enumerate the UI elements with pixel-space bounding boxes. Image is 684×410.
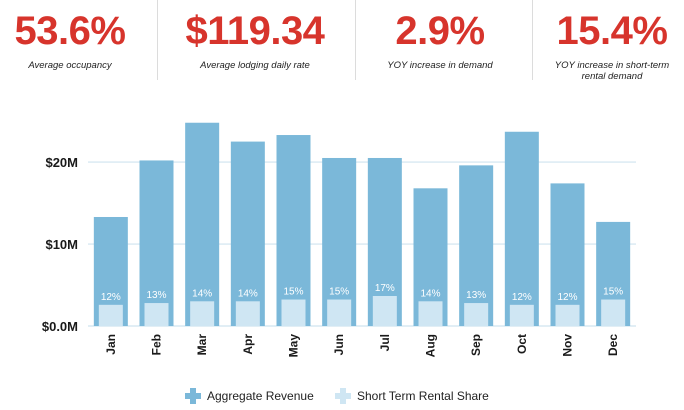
share-data-label: 14%	[420, 288, 440, 299]
revenue-chart: $0.0M $10M $20M 12% Jan 13% Feb 14% Mar 14% Apr 15%…	[42, 122, 636, 358]
x-tick-label: Dec	[606, 334, 620, 356]
x-tick-label: May	[287, 334, 301, 358]
revenue-bar	[230, 141, 265, 326]
share-data-label: 14%	[238, 288, 258, 299]
share-bar	[235, 301, 260, 326]
revenue-bar	[185, 122, 220, 327]
share-bar	[372, 296, 397, 326]
revenue-bar	[276, 135, 311, 326]
x-tick-label: Jun	[332, 334, 346, 355]
x-tick-label: Feb	[150, 334, 164, 355]
stat-value: $119.34	[185, 9, 325, 53]
share-data-label: 12%	[557, 292, 577, 303]
legend-item-revenue: Aggregate Revenue	[185, 388, 314, 404]
stat-value: 15.4%	[556, 9, 668, 53]
revenue-bar	[504, 131, 539, 326]
legend-label-revenue: Aggregate Revenue	[207, 389, 314, 403]
share-bar	[555, 304, 580, 326]
legend-item-share: Short Term Rental Share	[335, 388, 489, 404]
revenue-bar	[550, 183, 585, 326]
x-tick-label: Aug	[424, 334, 438, 357]
x-tick-label: Nov	[561, 334, 575, 357]
stat-daily-rate: $119.34 Average lodging daily rate	[170, 0, 340, 84]
stat-divider	[532, 0, 533, 80]
legend-swatch-share-icon	[335, 388, 351, 404]
y-tick-label: $0.0M	[42, 319, 78, 334]
x-tick-label: Sep	[469, 334, 483, 356]
x-tick-label: Apr	[241, 334, 255, 355]
share-bar	[509, 304, 534, 326]
stat-divider	[355, 0, 356, 80]
share-data-label: 15%	[329, 287, 349, 298]
stat-value: 53.6%	[14, 9, 126, 53]
share-data-label: 12%	[101, 292, 121, 303]
share-bar	[327, 299, 352, 326]
revenue-bar	[459, 165, 494, 326]
stat-label: Average lodging daily rate	[200, 60, 310, 71]
stat-divider	[157, 0, 158, 80]
x-tick-label: Oct	[515, 334, 529, 354]
legend-label-share: Short Term Rental Share	[357, 389, 489, 403]
stats-header: 53.6% Average occupancy $119.34 Average …	[0, 0, 684, 84]
share-bar	[144, 303, 169, 326]
x-tick-label: Jul	[378, 334, 392, 351]
share-bar	[190, 301, 215, 326]
revenue-bar	[322, 157, 357, 326]
revenue-bar	[139, 160, 174, 326]
stat-label: YOY increase in short-term rental demand	[554, 60, 670, 82]
stat-value: 2.9%	[395, 9, 485, 53]
share-data-label: 17%	[375, 283, 395, 294]
share-data-label: 15%	[603, 287, 623, 298]
stat-str-demand-increase: 15.4% YOY increase in short-term rental …	[540, 0, 684, 84]
share-bar	[281, 299, 306, 326]
stat-demand-increase: 2.9% YOY increase in demand	[365, 0, 515, 84]
share-data-label: 14%	[192, 288, 212, 299]
x-tick-label: Mar	[195, 334, 209, 356]
share-bar	[418, 301, 443, 326]
share-data-label: 13%	[146, 290, 166, 301]
share-bar	[464, 303, 489, 326]
share-bar	[601, 299, 626, 326]
x-tick-label: Jan	[104, 334, 118, 355]
chart-legend: Aggregate Revenue Short Term Rental Shar…	[0, 388, 684, 406]
y-tick-label: $10M	[45, 237, 78, 252]
share-data-label: 13%	[466, 290, 486, 301]
legend-swatch-revenue-icon	[185, 388, 201, 404]
share-data-label: 12%	[512, 292, 532, 303]
stat-label: Average occupancy	[28, 60, 112, 71]
share-bar	[98, 304, 123, 326]
stat-average-occupancy: 53.6% Average occupancy	[0, 0, 140, 84]
stat-label: YOY increase in demand	[387, 60, 493, 71]
share-data-label: 15%	[283, 287, 303, 298]
y-tick-label: $20M	[45, 155, 78, 170]
